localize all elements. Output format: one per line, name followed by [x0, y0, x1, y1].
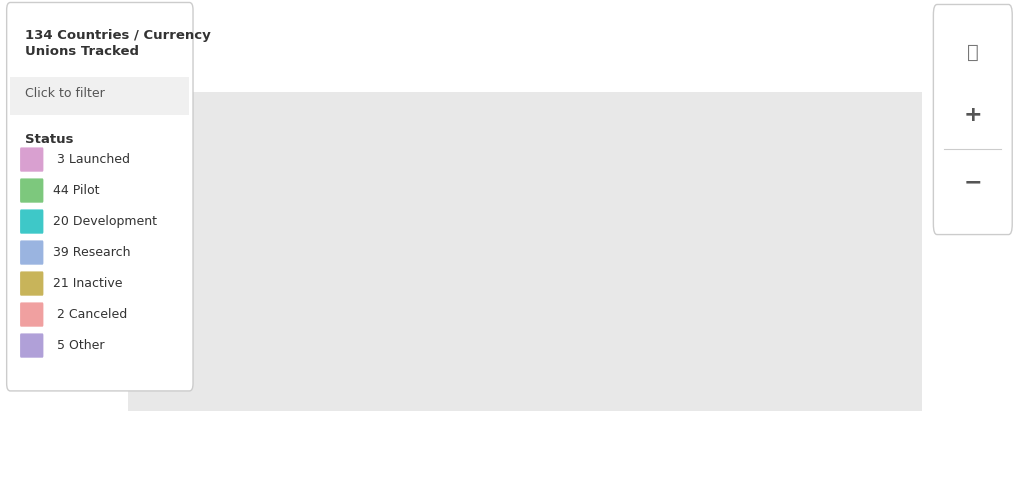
- Text: 21 Inactive: 21 Inactive: [53, 277, 123, 290]
- FancyBboxPatch shape: [20, 147, 43, 172]
- Text: 3 Launched: 3 Launched: [53, 153, 130, 166]
- Text: Click to filter: Click to filter: [25, 88, 104, 101]
- FancyBboxPatch shape: [10, 77, 189, 115]
- Text: 20 Development: 20 Development: [53, 215, 158, 228]
- FancyBboxPatch shape: [934, 4, 1013, 235]
- Text: 134 Countries / Currency
Unions Tracked: 134 Countries / Currency Unions Tracked: [25, 29, 210, 58]
- Text: 5 Other: 5 Other: [53, 339, 104, 352]
- FancyBboxPatch shape: [20, 334, 43, 358]
- Text: 44 Pilot: 44 Pilot: [53, 184, 99, 197]
- Text: +: +: [964, 106, 982, 125]
- FancyBboxPatch shape: [20, 210, 43, 234]
- Text: 39 Research: 39 Research: [53, 246, 131, 259]
- Text: ⛶: ⛶: [967, 43, 979, 62]
- FancyBboxPatch shape: [7, 2, 193, 391]
- FancyBboxPatch shape: [20, 178, 43, 203]
- Text: Status: Status: [25, 133, 73, 146]
- FancyBboxPatch shape: [20, 241, 43, 265]
- FancyBboxPatch shape: [20, 271, 43, 296]
- FancyBboxPatch shape: [20, 302, 43, 327]
- Text: 2 Canceled: 2 Canceled: [53, 308, 128, 321]
- Text: −: −: [964, 172, 982, 192]
